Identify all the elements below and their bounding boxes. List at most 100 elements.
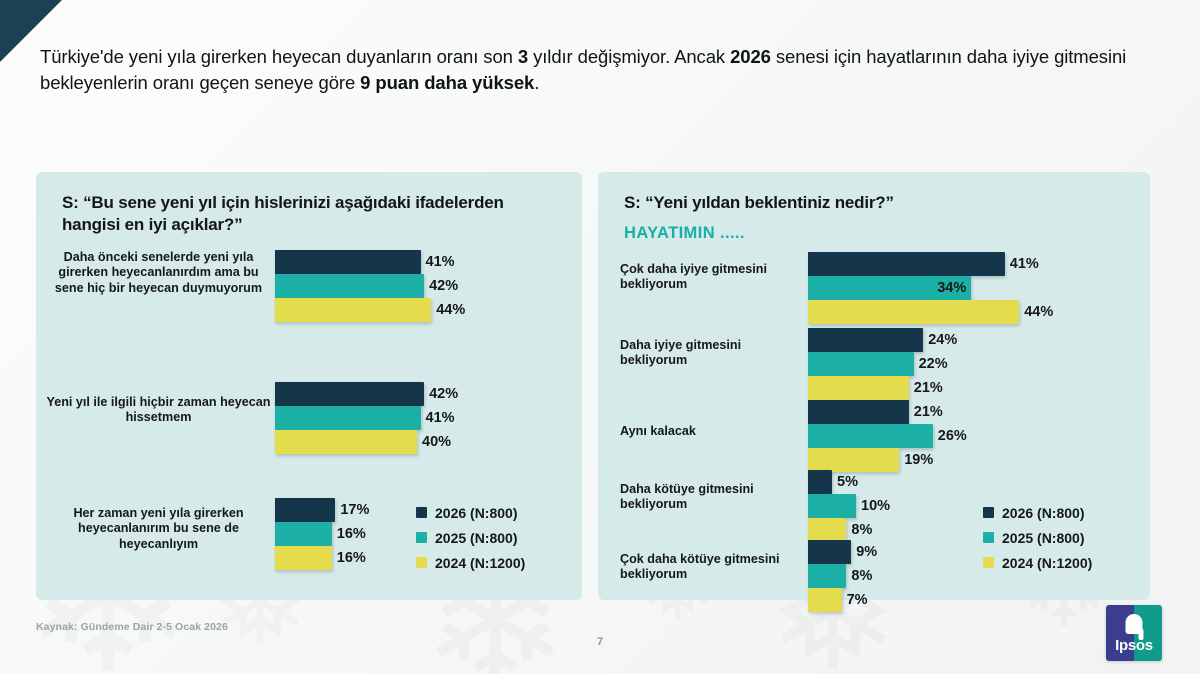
legend-swatch xyxy=(416,507,427,518)
legend-swatch xyxy=(416,532,427,543)
chart-bar-value: 21% xyxy=(913,404,943,420)
legend-item: 2026 (N:800) xyxy=(983,500,1092,525)
chart-bar-value: 17% xyxy=(340,502,370,518)
legend-label: 2026 (N:800) xyxy=(435,504,518,521)
chart-bar-value: 8% xyxy=(851,568,873,584)
chart-bar xyxy=(808,564,847,588)
chart-bar-row: 41% xyxy=(275,250,465,274)
chart-group-label: Yeni yıl ile ilgili hiçbir zaman heyecan… xyxy=(46,395,271,425)
chart-group-label: Çok daha kötüye gitmesini bekliyorum xyxy=(620,552,780,582)
chart-bar-row: 40% xyxy=(275,430,458,454)
corner-triangle-decoration xyxy=(0,0,62,62)
chart-bar xyxy=(808,494,856,518)
chart-bar xyxy=(275,522,332,546)
headline-text: yıldır değişmiyor. Ancak xyxy=(528,46,731,67)
chart-bar xyxy=(808,540,852,564)
legend-swatch xyxy=(983,532,994,543)
chart-bar-value: 34% xyxy=(937,280,967,296)
chart-bar xyxy=(808,252,1005,276)
chart-bar xyxy=(808,328,924,352)
chart-bar-row: 8% xyxy=(808,518,890,542)
chart-bar-row: 26% xyxy=(808,424,967,448)
headline-text: senesi için hayatlarının daha iyiye gitm… xyxy=(40,46,1127,94)
left-chart-legend: 2026 (N:800) 2025 (N:800) 2024 (N:1200) xyxy=(416,500,525,575)
headline-text: . xyxy=(534,72,540,94)
chart-group-label: Çok daha iyiye gitmesini bekliyorum xyxy=(620,262,767,292)
chart-bar-row: 41% xyxy=(808,252,1053,276)
chart-group-label: Aynı kalacak xyxy=(620,424,696,438)
legend-label: 2025 (N:800) xyxy=(1002,529,1085,546)
chart-bar-row: 44% xyxy=(808,300,1053,324)
chart-bar-value: 24% xyxy=(928,332,958,348)
chart-bar-value: 19% xyxy=(904,452,934,468)
legend-item: 2025 (N:800) xyxy=(416,525,525,550)
chart-bar xyxy=(808,300,1020,324)
chart-bar-value: 5% xyxy=(837,474,858,490)
logo-wordmark: Ipsos xyxy=(1115,637,1153,654)
chart-group-label: Her zaman yeni yıla girerken heyecanlanı… xyxy=(73,506,244,551)
logo-mark-icon xyxy=(1125,614,1144,640)
chart-bar-value: 7% xyxy=(846,592,868,608)
chart-group-bars: 21% 26% 19% xyxy=(808,400,967,472)
chart-bar-value: 16% xyxy=(336,526,366,542)
legend-swatch xyxy=(983,557,994,568)
chart-bar-row: 42% xyxy=(275,274,465,298)
chart-bar-row: 24% xyxy=(808,328,957,352)
panel-left-question: S: “Bu sene yeni yıl için hislerinizi aş… xyxy=(62,193,504,235)
chart-bar-row: 5% xyxy=(808,470,890,494)
chart-bar-value: 26% xyxy=(937,428,967,444)
chart-bar xyxy=(275,430,417,454)
chart-bar-row: 44% xyxy=(275,298,465,322)
legend-label: 2024 (N:1200) xyxy=(435,554,526,571)
chart-group-bars: 5% 10% 8% xyxy=(808,470,890,542)
chart-bar-row: 16% xyxy=(275,546,369,570)
chart-bar-row: 7% xyxy=(808,588,877,612)
chart-bar-row: 21% xyxy=(808,400,967,424)
chart-panel-right: S: “Yeni yıldan beklentiniz nedir?” HAYA… xyxy=(598,172,1150,612)
chart-group-bars: 17% 16% 16% xyxy=(275,498,369,570)
legend-label: 2025 (N:800) xyxy=(435,529,518,546)
chart-bar xyxy=(275,274,425,298)
chart-group-bars: 24% 22% 21% xyxy=(808,328,957,400)
chart-bar xyxy=(275,382,425,406)
chart-panel-left: S: “Bu sene yeni yıl için hislerinizi aş… xyxy=(36,172,582,600)
chart-bar-value: 9% xyxy=(856,544,878,560)
chart-bar xyxy=(808,352,914,376)
chart-bar xyxy=(808,424,933,448)
chart-bar-value: 8% xyxy=(851,522,873,538)
chart-bar-value: 41% xyxy=(1009,256,1039,272)
legend-label: 2024 (N:1200) xyxy=(1002,554,1093,571)
headline-text: Türkiye'de yeni yıla girerken heyecan du… xyxy=(40,46,518,67)
chart-bar-value: 42% xyxy=(429,278,459,294)
right-chart-legend: 2026 (N:800) 2025 (N:800) 2024 (N:1200) xyxy=(983,500,1092,575)
panel-right-question: S: “Yeni yıldan beklentiniz nedir?” xyxy=(624,193,894,212)
chart-bar-row: 9% xyxy=(808,540,877,564)
legend-item: 2024 (N:1200) xyxy=(983,550,1092,575)
chart-group-bars: 42% 41% 40% xyxy=(275,382,458,454)
chart-bar-value: 16% xyxy=(336,550,366,566)
chart-group-label: Daha kötüye gitmesini bekliyorum xyxy=(620,482,754,512)
chart-group-bars: 41% 42% 44% xyxy=(275,250,465,322)
chart-group-bars: 41% 34% 44% xyxy=(808,252,1053,324)
legend-swatch xyxy=(983,507,994,518)
chart-group-bars: 9% 8% 7% xyxy=(808,540,877,612)
chart-bar xyxy=(808,588,842,612)
page-number: 7 xyxy=(596,636,604,648)
chart-bar-value: 10% xyxy=(861,498,891,514)
chart-bar-value: 40% xyxy=(422,434,452,450)
legend-swatch xyxy=(416,557,427,568)
chart-bar-row: 10% xyxy=(808,494,890,518)
chart-bar-row: 22% xyxy=(808,352,957,376)
headline-emphasis: 9 puan daha yüksek xyxy=(360,72,535,94)
chart-bar xyxy=(808,400,909,424)
chart-bar xyxy=(808,276,972,300)
legend-item: 2024 (N:1200) xyxy=(416,550,525,575)
chart-bar-value: 41% xyxy=(425,410,455,426)
source-note: Kaynak: Gündeme Dair 2-5 Ocak 2026 xyxy=(36,621,228,633)
chart-bar xyxy=(808,470,832,494)
chart-bar-value: 44% xyxy=(436,302,466,318)
chart-bar xyxy=(808,518,847,542)
chart-bar xyxy=(808,448,900,472)
ipsos-logo: Ipsos xyxy=(1106,605,1162,661)
legend-label: 2026 (N:800) xyxy=(1002,504,1085,521)
